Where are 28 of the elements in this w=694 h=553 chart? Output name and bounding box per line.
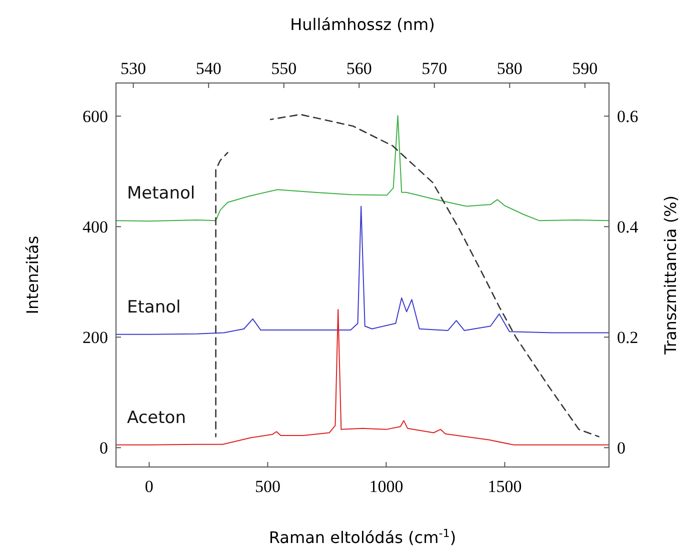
y-tick-label: 200 (82, 328, 108, 348)
series-label: Etanol (127, 297, 181, 318)
y2-axis-title: Transzmittancia (%) (661, 195, 680, 356)
x2-tick-label: 530 (120, 59, 146, 78)
x2-tick-label: 580 (496, 59, 522, 78)
x-tick-label: 0 (144, 477, 154, 496)
x2-tick-label: 570 (422, 59, 448, 78)
y-tick-label: 600 (82, 107, 108, 126)
x-tick-label: 500 (254, 477, 280, 496)
y-tick-label: 0 (100, 438, 108, 458)
series-label: Aceton (127, 408, 186, 428)
y2-tick-label: 0.6 (617, 107, 638, 126)
x2-tick-label: 560 (346, 59, 372, 78)
x-tick-label: 1000 (369, 477, 404, 496)
y2-tick-label: 0.2 (617, 328, 638, 348)
line-series (116, 206, 610, 335)
y2-tick-label: 0.4 (617, 218, 639, 237)
x-axis-title: Raman eltolódás (cm$^{-1}$) (268, 526, 456, 547)
x2-axis-title: Hullámhossz (nm) (290, 15, 435, 34)
series-label: Metanol (127, 184, 196, 204)
x2-tick-label: 550 (271, 59, 297, 78)
x-tick-label: 1500 (488, 477, 522, 496)
y-axis-title: Intenzitás (23, 236, 42, 314)
y-tick-label: 400 (82, 218, 108, 237)
x2-tick-label: 590 (572, 59, 598, 78)
x2-tick-label: 540 (196, 59, 222, 78)
y2-tick-label: 0 (617, 438, 626, 458)
line-series (116, 115, 610, 222)
